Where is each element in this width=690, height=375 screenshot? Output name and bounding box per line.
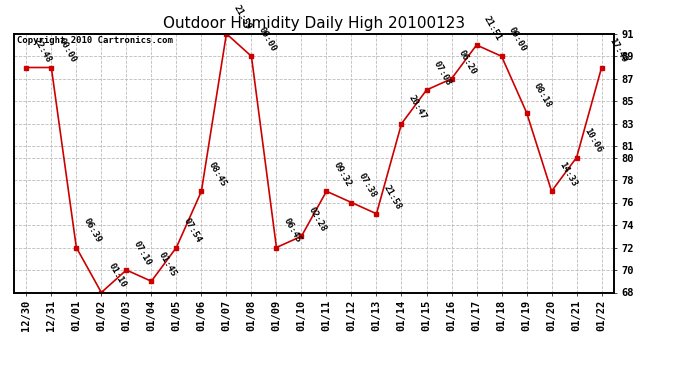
Text: 07:38: 07:38 <box>357 172 378 200</box>
Text: 06:20: 06:20 <box>457 48 478 76</box>
Text: Copyright 2010 Cartronics.com: Copyright 2010 Cartronics.com <box>17 36 172 45</box>
Text: 07:54: 07:54 <box>182 217 203 245</box>
Text: 01:45: 01:45 <box>157 251 178 279</box>
Text: 01:10: 01:10 <box>107 262 128 290</box>
Text: 20:47: 20:47 <box>407 93 428 121</box>
Text: 17:49: 17:49 <box>607 37 629 65</box>
Text: 00:00: 00:00 <box>507 26 529 54</box>
Text: 09:32: 09:32 <box>332 161 353 189</box>
Text: 22:48: 22:48 <box>32 37 53 65</box>
Text: 06:39: 06:39 <box>82 217 103 245</box>
Text: 06:45: 06:45 <box>282 217 303 245</box>
Text: 00:00: 00:00 <box>57 37 78 65</box>
Text: 21:58: 21:58 <box>382 183 403 211</box>
Text: 02:28: 02:28 <box>307 206 328 234</box>
Text: 00:00: 00:00 <box>257 26 278 54</box>
Text: 07:08: 07:08 <box>432 60 453 87</box>
Text: 14:33: 14:33 <box>557 161 578 189</box>
Text: 08:18: 08:18 <box>532 82 553 110</box>
Text: 21:59: 21:59 <box>232 3 253 31</box>
Text: 07:10: 07:10 <box>132 240 153 267</box>
Text: 08:45: 08:45 <box>207 161 228 189</box>
Title: Outdoor Humidity Daily High 20100123: Outdoor Humidity Daily High 20100123 <box>163 16 465 31</box>
Text: 21:51: 21:51 <box>482 15 503 42</box>
Text: 10:06: 10:06 <box>582 127 603 155</box>
